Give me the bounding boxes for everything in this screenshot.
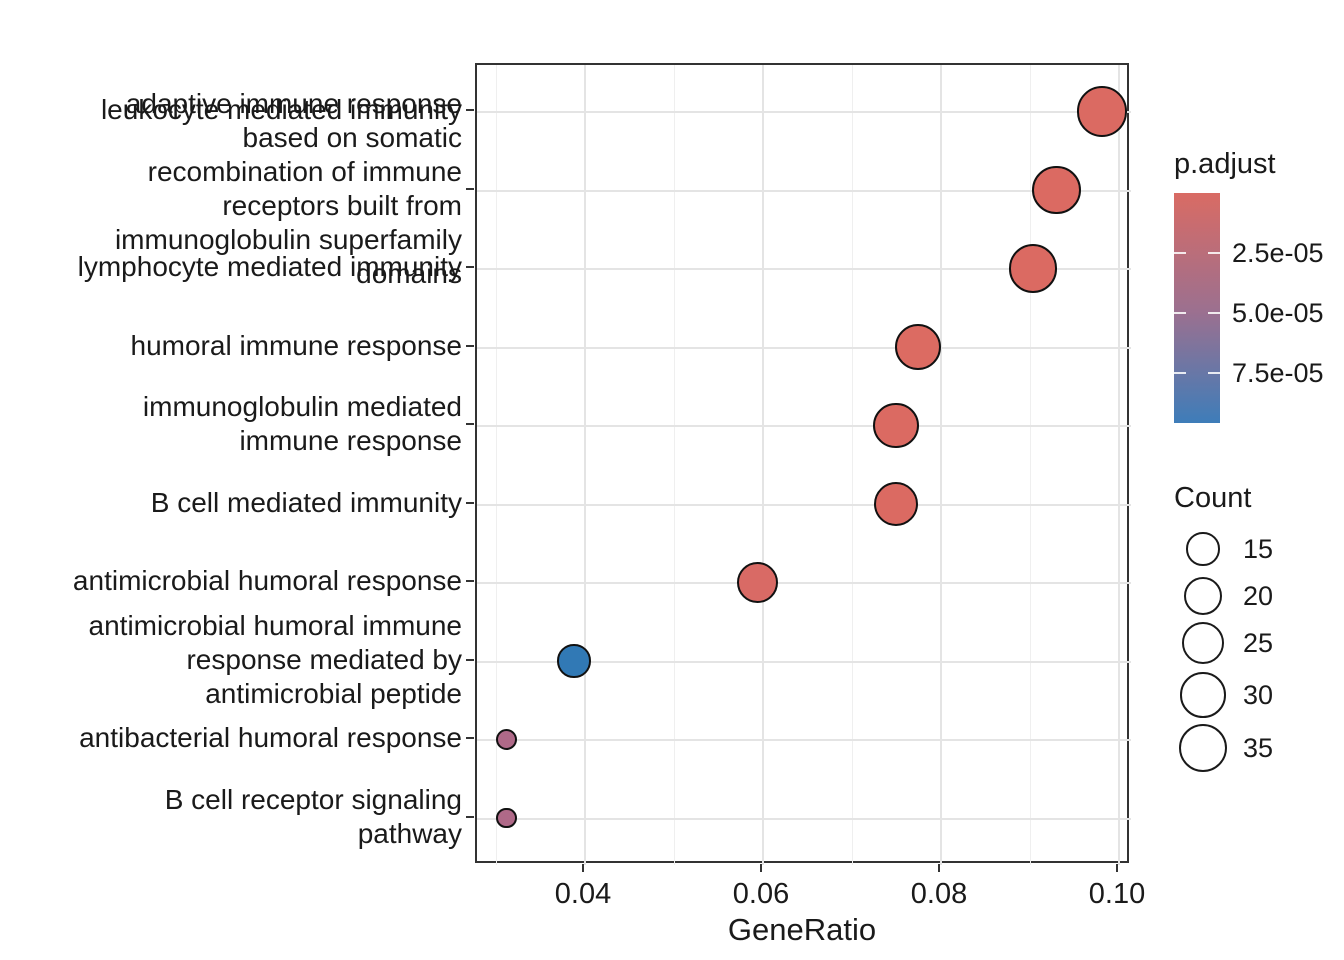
- padjust-gradient-bar: [1174, 193, 1220, 423]
- padjust-legend-title: p.adjust: [1174, 148, 1276, 180]
- x-axis-tick: [1116, 864, 1118, 872]
- y-major-gridline: [477, 268, 1131, 270]
- x-axis-title: GeneRatio: [727, 912, 877, 947]
- x-minor-gridline: [495, 65, 497, 865]
- y-axis-tick: [466, 501, 474, 504]
- padjust-tick-mark: [1174, 371, 1186, 374]
- y-axis-label: humoral immune response: [130, 329, 463, 361]
- x-major-gridline: [584, 65, 586, 865]
- plot-panel: [475, 63, 1131, 865]
- y-axis-label: antimicrobial humoral response: [72, 565, 462, 596]
- y-axis-tick: [466, 815, 474, 818]
- y-axis-label: immunoglobulin mediated immune response: [142, 391, 462, 456]
- y-axis-label: lymphocyte mediated immunity: [77, 251, 462, 282]
- data-point: [873, 402, 919, 449]
- y-axis-tick: [466, 423, 474, 425]
- x-axis-tick: [760, 864, 762, 872]
- count-legend-circle: [1178, 723, 1228, 773]
- y-axis-label: adaptive immune response based on somatic…: [114, 87, 462, 289]
- y-major-gridline: [477, 425, 1131, 427]
- x-axis-tick-label: 0.08: [910, 878, 968, 910]
- count-legend-label: 35: [1243, 733, 1274, 763]
- y-axis-tick: [466, 344, 474, 347]
- y-axis-label: B cell receptor signaling pathway: [164, 783, 462, 849]
- y-major-gridline: [477, 346, 1131, 349]
- y-major-gridline: [477, 582, 1131, 584]
- x-axis-tick-label: 0.06: [732, 878, 790, 910]
- data-point: [1076, 86, 1127, 137]
- count-legend-label: 15: [1243, 534, 1274, 564]
- count-legend-label: 25: [1243, 628, 1274, 658]
- y-axis-label: antimicrobial humoral immune response med…: [88, 609, 462, 709]
- count-legend-circle: [1180, 672, 1226, 718]
- padjust-tick-mark: [1208, 311, 1220, 314]
- x-axis-tick-label: 0.04: [554, 878, 612, 910]
- data-point: [895, 323, 942, 371]
- padjust-tick-label: 5.0e-05: [1232, 297, 1324, 328]
- y-major-gridline: [477, 189, 1131, 192]
- y-axis-tick: [466, 658, 474, 661]
- count-legend-circle: [1182, 622, 1224, 664]
- x-minor-gridline: [851, 65, 853, 865]
- data-point: [1008, 244, 1058, 293]
- count-legend-title: Count: [1174, 482, 1252, 514]
- count-legend-circle: [1186, 532, 1220, 566]
- x-axis-tick-label: 0.10: [1088, 878, 1146, 910]
- y-axis-label: leukocyte mediated immunity: [100, 94, 462, 125]
- y-axis-tick: [466, 266, 474, 268]
- x-major-gridline: [762, 65, 764, 865]
- x-major-gridline: [940, 65, 942, 865]
- padjust-tick-label: 7.5e-05: [1232, 357, 1324, 388]
- count-legend-circle: [1184, 577, 1222, 615]
- y-axis-tick: [466, 187, 474, 190]
- y-axis-tick: [466, 580, 474, 582]
- y-axis-tick: [466, 109, 474, 111]
- y-axis-tick: [466, 737, 474, 739]
- count-legend-label: 30: [1243, 680, 1274, 710]
- data-point: [1031, 165, 1081, 215]
- y-major-gridline: [477, 817, 1131, 820]
- padjust-tick-mark: [1208, 251, 1220, 254]
- x-minor-gridline: [1029, 65, 1031, 865]
- x-minor-gridline: [673, 65, 675, 865]
- data-point: [873, 481, 919, 527]
- padjust-tick-label: 2.5e-05: [1232, 237, 1324, 268]
- data-point: [736, 561, 778, 604]
- x-major-gridline: [1118, 65, 1120, 865]
- padjust-tick-mark: [1174, 251, 1186, 254]
- y-major-gridline: [477, 660, 1131, 663]
- y-major-gridline: [477, 503, 1131, 506]
- y-axis-label: antibacterial humoral response: [79, 722, 462, 753]
- data-point: [557, 644, 591, 678]
- x-axis-tick: [582, 864, 584, 872]
- count-legend-label: 20: [1243, 581, 1274, 611]
- padjust-tick-mark: [1174, 311, 1186, 314]
- y-major-gridline: [477, 111, 1131, 113]
- x-axis-tick: [938, 864, 940, 872]
- y-axis-label: B cell mediated immunity: [150, 486, 462, 518]
- data-point: [495, 729, 517, 750]
- padjust-tick-mark: [1208, 371, 1220, 374]
- data-point: [495, 807, 517, 829]
- y-major-gridline: [477, 739, 1131, 741]
